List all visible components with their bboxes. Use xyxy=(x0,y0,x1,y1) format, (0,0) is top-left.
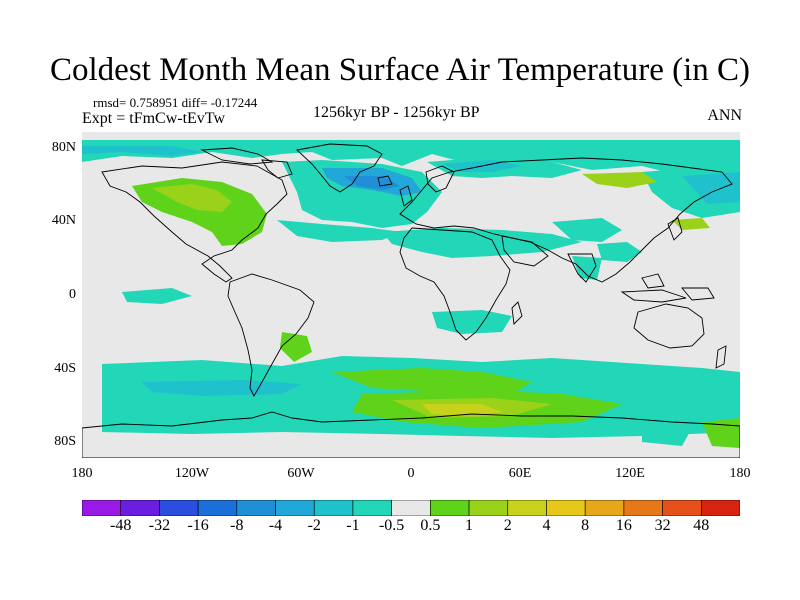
field-nordic-deep xyxy=(344,176,400,190)
field-asia-patches xyxy=(552,218,622,242)
coast-baffin xyxy=(261,159,293,179)
colorbar-label: -32 xyxy=(148,517,171,534)
field-south-africa xyxy=(432,310,512,334)
colorbar-swatch-7 xyxy=(352,500,392,516)
lon-label-180e: 180 xyxy=(729,466,751,481)
colorbar-label: 8 xyxy=(581,517,590,534)
colorbar-label: 1 xyxy=(465,517,474,534)
colorbar-swatch-6 xyxy=(313,500,354,516)
colorbar-swatch-5 xyxy=(275,500,315,516)
season-label: ANN xyxy=(707,107,742,124)
colorbar-swatch-8 xyxy=(391,500,431,516)
coast-japan xyxy=(667,217,683,241)
lon-label-180w: 180 xyxy=(71,466,93,481)
coast-new-guinea xyxy=(681,287,715,301)
field-tibet xyxy=(597,242,642,262)
colorbar-swatch-11 xyxy=(507,500,547,516)
colorbar-swatch-12 xyxy=(546,500,586,516)
coast-iceland xyxy=(377,175,393,187)
coast-australia xyxy=(633,303,705,349)
coast-madagascar xyxy=(511,301,523,325)
colorbar-label: -48 xyxy=(110,517,132,534)
field-north-africa xyxy=(382,228,582,258)
field-south-atlantic-pos xyxy=(332,368,532,394)
colorbar-label: 32 xyxy=(654,517,671,534)
colorbar-label: 16 xyxy=(615,517,632,534)
coast-scandinavia xyxy=(425,165,455,193)
colorbar-swatch-10 xyxy=(468,500,509,516)
coast-india xyxy=(567,253,597,283)
field-west-pacific-pos xyxy=(672,218,710,230)
field-atlantic-sub xyxy=(277,220,402,242)
coast-borneo xyxy=(641,273,665,289)
lon-label-0: 0 xyxy=(407,466,415,481)
colorbar-swatch-0 xyxy=(82,500,122,516)
colorbar-swatch-3 xyxy=(197,500,238,516)
period-label: 1256kyr BP - 1256kyr BP xyxy=(313,104,480,121)
coast-britain xyxy=(399,185,413,207)
field-pacific-trop xyxy=(122,288,192,304)
field-south-ocean-mid xyxy=(142,380,302,396)
coast-north-america xyxy=(101,161,288,283)
field-antarctic-strong xyxy=(422,404,502,416)
colorbar xyxy=(82,500,740,516)
colorbar-label: -8 xyxy=(230,517,244,534)
coast-new-zealand xyxy=(715,345,727,369)
colorbar-swatch-1 xyxy=(120,500,160,516)
colorbar-swatch-15 xyxy=(662,500,702,516)
field-arctic-mid xyxy=(82,146,202,156)
coast-arctic-islands xyxy=(200,147,274,165)
colorbar-label: 4 xyxy=(542,517,551,534)
field-arctic-band xyxy=(82,140,740,176)
colorbar-swatch-2 xyxy=(159,500,199,516)
experiment-label: Expt = tFmCw-tEvTw xyxy=(82,110,226,127)
temperature-map xyxy=(82,132,740,458)
colorbar-label: 0.5 xyxy=(420,517,441,534)
field-north-america-pos-mid xyxy=(152,184,232,212)
colorbar-label: -4 xyxy=(268,517,283,534)
coast-south-america xyxy=(227,273,315,397)
colorbar-swatch-13 xyxy=(584,500,625,516)
colorbar-label: -16 xyxy=(187,517,209,534)
coast-arabia xyxy=(501,235,549,267)
lat-label-40n: 40N xyxy=(51,213,76,228)
colorbar-label: 2 xyxy=(503,517,512,534)
colorbar-swatch-16 xyxy=(700,500,740,516)
lat-label-80s: 80S xyxy=(54,434,76,449)
colorbar-label: 48 xyxy=(693,517,710,534)
lon-label-120e: 120E xyxy=(615,466,645,481)
coast-indonesia xyxy=(620,289,687,303)
colorbar-label: -0.5 xyxy=(378,517,405,534)
coastlines xyxy=(82,143,740,458)
coast-africa xyxy=(399,227,511,341)
stats-text: rmsd= 0.758951 diff= -0.17244 xyxy=(93,95,258,110)
coast-greenland xyxy=(296,143,383,193)
lat-label-0: 0 xyxy=(69,287,76,302)
field-ross-neg xyxy=(642,424,692,446)
lat-label-40s: 40S xyxy=(54,361,76,376)
colorbar-label: -1 xyxy=(346,517,360,534)
colorbar-label: -2 xyxy=(307,517,321,534)
colorbar-swatch-9 xyxy=(430,500,470,516)
coast-antarctica xyxy=(82,411,740,458)
colorbar-swatch-4 xyxy=(236,500,276,516)
lon-label-120w: 120W xyxy=(174,466,210,481)
field-north-pacific-mid xyxy=(682,172,740,204)
lat-label-80n: 80N xyxy=(51,140,76,155)
colorbar-swatch-14 xyxy=(623,500,663,516)
map-title: Coldest Month Mean Surface Air Temperatu… xyxy=(50,52,750,88)
field-siberia-pos xyxy=(582,172,657,188)
lon-label-60e: 60E xyxy=(508,466,532,481)
field-south-america-west xyxy=(280,332,312,362)
lon-label-60w: 60W xyxy=(287,466,315,481)
